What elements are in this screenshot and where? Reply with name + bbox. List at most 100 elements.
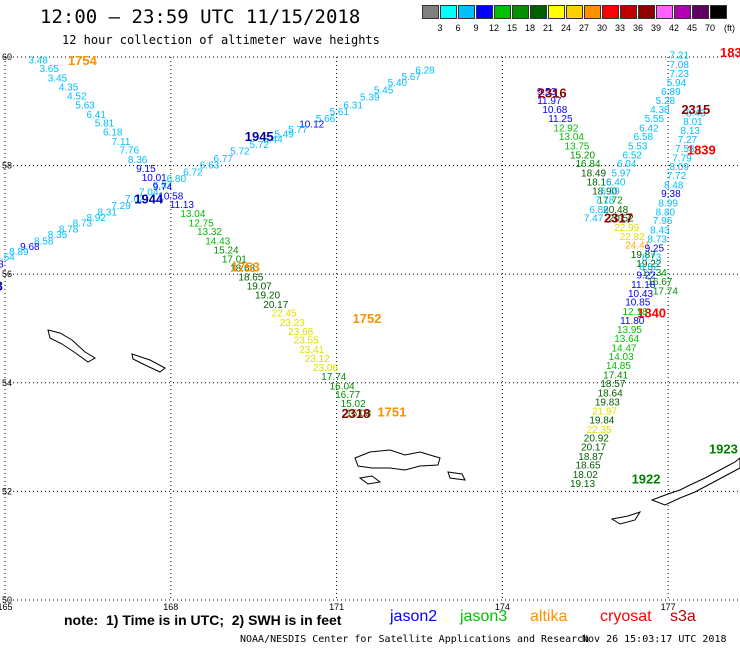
swh-value: 7.11 <box>112 137 131 148</box>
swh-value: 4.52 <box>67 91 87 102</box>
swh-value: 15.24 <box>214 246 239 257</box>
swh-value: 22.82 <box>620 232 645 243</box>
swh-value: 6.63 <box>200 160 220 171</box>
island <box>358 475 382 485</box>
swh-value: 6.31 <box>343 101 363 112</box>
scale-swatch <box>674 5 691 19</box>
swh-value: 11.25 <box>548 114 573 125</box>
footer-timestamp: Nov 26 15:03:17 UTC 2018 <box>582 634 727 645</box>
lat-tick-label: 52 <box>2 486 12 496</box>
swh-value: 8.43 <box>650 225 670 236</box>
swh-value: 6.42 <box>639 123 659 134</box>
swh-value: 18.68 <box>230 263 255 274</box>
island <box>650 457 740 506</box>
scale-value: 24 <box>560 23 571 33</box>
swh-value: 18.16 <box>587 178 612 189</box>
swh-value: 20.17 <box>581 443 606 454</box>
swh-value: 23.12 <box>305 354 330 365</box>
track-time-label: 1944 <box>134 192 164 207</box>
scale-value: 39 <box>650 23 661 33</box>
swh-value: 13.04 <box>559 132 584 143</box>
swh-value: 6.72 <box>183 167 203 178</box>
swh-value: 7.02 <box>125 194 145 205</box>
swh-value: 6.04 <box>617 159 637 170</box>
scale-swatch <box>458 5 475 19</box>
legend-jason3: jason3 <box>460 608 508 625</box>
legend-altika: altika <box>530 608 568 625</box>
swh-value: 9.33 <box>0 260 4 271</box>
footer-credit: NOAA/NESDIS Center for Satellite Applica… <box>240 634 590 645</box>
swh-value: 5.44 <box>263 134 283 145</box>
scale-value: 36 <box>632 23 643 33</box>
swh-value: 9.25 <box>645 243 665 254</box>
swh-value: 14.85 <box>606 361 631 372</box>
swh-value: 20.52 <box>609 214 634 225</box>
swh-value: 16.67 <box>647 277 672 288</box>
swh-value: 8.36 <box>128 155 148 166</box>
track-time-label: 1753 <box>231 259 260 274</box>
swh-value: 6.28 <box>415 65 435 76</box>
swh-value: 5.28 <box>656 96 676 107</box>
track-time-label: 1923 <box>709 441 738 456</box>
swh-value: 5.63 <box>75 101 95 112</box>
swh-value: 8.35 <box>48 230 68 241</box>
swh-value: 5.97 <box>611 168 631 179</box>
track-time-label: 1752 <box>353 311 382 326</box>
track-time-label: 1945 <box>245 129 274 144</box>
scale-value: 3 <box>437 23 443 33</box>
scale-swatch <box>692 5 709 19</box>
swh-value: 15.02 <box>341 399 366 410</box>
swh-value: 24.41 <box>625 241 650 252</box>
swh-value: 6.80 <box>167 174 187 185</box>
swh-value: 5.45 <box>374 85 394 96</box>
swh-value: 4.38 <box>650 105 670 116</box>
swh-value: 18.65 <box>576 461 601 472</box>
swh-value: 7.23 <box>669 69 689 80</box>
note-text: note: 1) Time is in UTC; 2) SWH is in fe… <box>64 612 342 628</box>
swh-value: 5.81 <box>95 119 115 130</box>
swh-value: 6.41 <box>86 110 106 121</box>
swh-value: 8.82 <box>639 262 659 273</box>
swh-value: 12.75 <box>189 218 214 229</box>
swh-value: 9.22 <box>636 271 656 282</box>
swh-value: 23.06 <box>313 363 338 374</box>
swh-value: 7.47 <box>584 214 604 225</box>
swh-value: 14.47 <box>611 343 636 354</box>
lat-tick-label: 50 <box>2 595 12 605</box>
track-time-label: 1943 <box>0 278 3 293</box>
island <box>354 449 441 471</box>
track-time-label: 1840 <box>637 306 666 321</box>
scale-swatch <box>710 5 727 19</box>
scale-swatch <box>638 5 655 19</box>
swh-value: 6.86 <box>589 205 609 216</box>
swh-value: 19.84 <box>589 416 614 427</box>
swh-value: 18.87 <box>578 452 603 463</box>
scale-value: 70 <box>704 23 715 33</box>
swh-value: 5.66 <box>316 114 336 125</box>
swh-value: 5.55 <box>645 114 665 125</box>
scale-swatch <box>656 5 673 19</box>
lon-tick-label: 171 <box>329 602 344 612</box>
swh-value: 12.18 <box>622 307 647 318</box>
scale-swatch <box>620 5 637 19</box>
swh-value: 13.32 <box>197 227 222 238</box>
swh-value: 18.90 <box>592 186 617 197</box>
swh-value: 7.27 <box>678 135 698 146</box>
swh-value: 5.49 <box>274 129 294 140</box>
swh-value: 7.95 <box>653 216 673 227</box>
scale-unit: (ft) <box>724 23 735 33</box>
scale-value: 15 <box>506 23 517 33</box>
swh-value: 17.34 <box>642 268 667 279</box>
legend-cryosat: cryosat <box>600 608 652 625</box>
swh-value: 8.73 <box>642 253 662 264</box>
track-time-label: 1838 <box>720 45 740 60</box>
swh-value: 9.68 <box>20 242 40 253</box>
swh-value: 11.18 <box>631 280 656 291</box>
track-time-label: 2318 <box>341 406 370 421</box>
island <box>610 511 642 525</box>
swh-value: 16.77 <box>335 390 360 401</box>
swh-value: 9.38 <box>661 189 681 200</box>
scale-swatch <box>440 5 457 19</box>
swh-value: 5.40 <box>388 78 408 89</box>
